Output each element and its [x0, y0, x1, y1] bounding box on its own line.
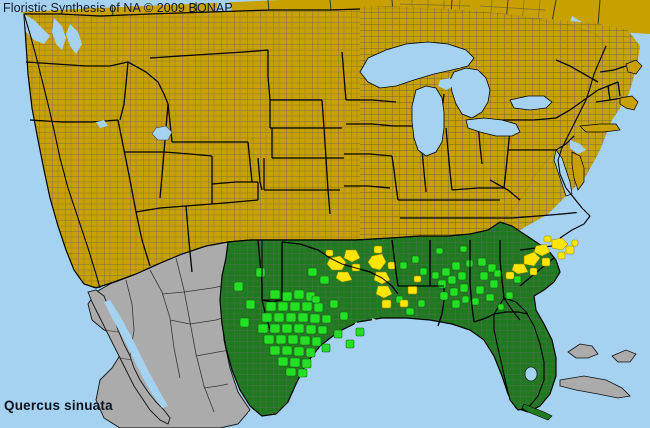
delmarva-peninsula — [571, 151, 585, 191]
species-name-label: Quercus sinuata — [4, 398, 113, 413]
florida-keys — [521, 403, 553, 421]
region-present-south-green — [219, 221, 579, 428]
lake-ontario — [509, 95, 553, 111]
unsurveyed-region-mexico — [87, 239, 637, 428]
cape-cod — [619, 95, 639, 111]
great-lakes — [359, 41, 553, 157]
county-group-bright-green — [233, 245, 522, 378]
great-salt-lake — [151, 125, 173, 141]
state-boundaries-west — [25, 49, 627, 273]
long-island — [579, 123, 621, 133]
county-group-rare-yellow — [325, 235, 579, 309]
island-bahamas-2 — [611, 349, 637, 363]
island-bahamas — [567, 343, 599, 359]
lake-michigan — [411, 85, 445, 157]
lake-huron — [449, 67, 491, 119]
map-title: Floristic Synthesis of NA © 2009 BONAP — [3, 1, 233, 15]
coastline-overlay — [23, 13, 607, 289]
lake-erie — [465, 117, 521, 137]
lake-okeechobee — [524, 366, 538, 382]
region-us-absent-goldenrod — [23, 6, 643, 289]
island-cuba — [559, 375, 631, 399]
